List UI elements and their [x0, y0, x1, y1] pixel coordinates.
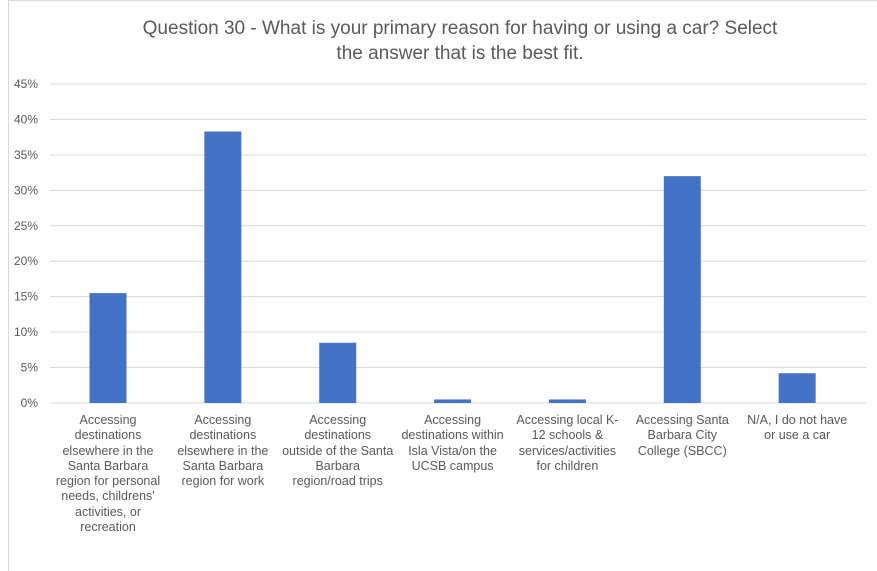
bar: [89, 293, 127, 403]
x-category-label: Accessing destinations within Isla Vista/o…: [394, 413, 512, 474]
x-category-label-line: or use a car: [764, 428, 831, 443]
bar: [548, 399, 586, 403]
x-category-label-line: destinations within: [401, 428, 504, 443]
x-category-label: Accessing destinations outside of the Sant…: [279, 413, 397, 489]
y-tick-label: 45%: [14, 77, 38, 91]
y-tick-label: 20%: [14, 254, 38, 268]
y-tick-label: 35%: [14, 148, 38, 162]
x-category-label-line: destinations: [74, 428, 142, 443]
bar: [204, 131, 242, 404]
y-tick-label: 5%: [21, 361, 39, 375]
chart-title: Question 30 - What is your primary reaso…: [60, 16, 860, 66]
y-tick-label: 10%: [14, 325, 38, 339]
x-category-label-line: recreation: [80, 520, 136, 535]
x-category-label: Accessing destinations elsewhere in the San…: [164, 413, 282, 489]
chart-title-line-2: the answer that is the best fit.: [336, 43, 584, 64]
x-category-label-line: region/road trips: [292, 474, 383, 489]
x-category-label-line: UCSB campus: [411, 458, 494, 473]
x-category-label: Accessing destinations elsewhere in the San…: [49, 413, 167, 535]
x-category-label-line: College (SBCC): [637, 443, 727, 458]
x-category-label-line: Accessing: [309, 413, 367, 427]
bar: [319, 342, 357, 403]
x-category-label-line: elsewhere in the: [177, 443, 269, 458]
y-tick-label: 15%: [14, 290, 38, 304]
x-category-label: N/A, I do not have or use a car: [738, 413, 856, 444]
x-category-label-line: Accessing local K-: [516, 413, 619, 427]
x-category-label-line: outside of the Santa: [282, 443, 394, 458]
x-category-label-line: Barbara: [315, 458, 360, 473]
x-category-label-line: N/A, I do not have: [747, 413, 848, 427]
bar: [778, 373, 816, 403]
y-tick-label: 40%: [14, 112, 38, 126]
x-category-label-line: Santa Barbara: [182, 458, 264, 473]
x-category-label-line: activities, or: [75, 504, 141, 519]
x-category-label-line: Accessing Santa: [635, 413, 729, 427]
x-category-label-line: elsewhere in the: [62, 443, 154, 458]
x-category-label-line: region for work: [181, 474, 265, 489]
x-category-label-line: Accessing: [424, 413, 482, 427]
x-category-label-line: Barbara City: [647, 428, 718, 443]
x-category-label-line: 12 schools &: [531, 428, 604, 443]
x-category-label-line: destinations: [304, 428, 372, 443]
x-category-label-line: Isla Vista/on the: [408, 443, 497, 458]
y-tick-label: 0%: [21, 396, 39, 410]
chart-frame: [8, 0, 877, 571]
x-category-label-line: Santa Barbara: [67, 458, 149, 473]
x-category-label-line: services/activities: [518, 443, 617, 458]
x-category-label-line: destinations: [189, 428, 257, 443]
bar: [434, 399, 472, 403]
x-category-label-line: Accessing: [194, 413, 252, 427]
x-category-label-line: region for personal: [55, 474, 161, 489]
chart-title-line-1: Question 30 - What is your primary reaso…: [142, 18, 778, 39]
y-tick-label: 25%: [14, 219, 38, 233]
x-category-label-line: for children: [536, 458, 599, 473]
y-tick-label: 30%: [14, 183, 38, 197]
x-category-label: Accessing local K- 12 schools & services/a…: [508, 413, 626, 474]
bar: [663, 176, 701, 403]
x-category-label: Accessing Santa Barbara City College (SBCC…: [623, 413, 741, 459]
x-category-label-line: Accessing: [79, 413, 137, 427]
x-category-label-line: needs, childrens': [61, 489, 155, 504]
